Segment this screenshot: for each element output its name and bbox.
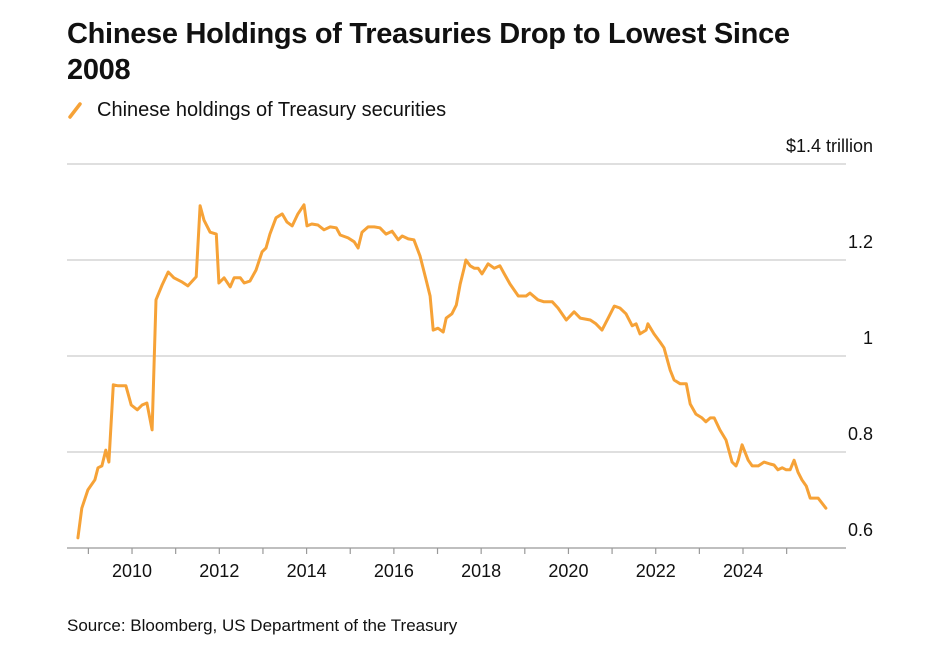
x-tick-label: 2024 [723, 561, 763, 581]
x-tick-label: 2018 [461, 561, 501, 581]
legend-label: Chinese holdings of Treasury securities [97, 98, 447, 121]
x-tick-label: 2016 [374, 561, 414, 581]
legend-swatch [68, 102, 82, 119]
x-tick-label: 2014 [287, 561, 327, 581]
y-tick-label: 0.6 [848, 520, 873, 540]
x-tick-label: 2012 [199, 561, 239, 581]
legend: Chinese holdings of Treasury securities [67, 96, 446, 124]
y-tick-label: 1.2 [848, 232, 873, 252]
data-line [76, 203, 828, 540]
x-tick-label: 2022 [636, 561, 676, 581]
x-tick-label: 2010 [112, 561, 152, 581]
chart-title: Chinese Holdings of Treasuries Drop to L… [67, 18, 790, 86]
y-tick-label: 1 [863, 328, 873, 348]
y-tick-label: 0.8 [848, 424, 873, 444]
y-tick-label: $1.4 trillion [786, 136, 873, 156]
x-tick-label: 2020 [548, 561, 588, 581]
source-note: Source: Bloomberg, US Department of the … [67, 616, 458, 635]
